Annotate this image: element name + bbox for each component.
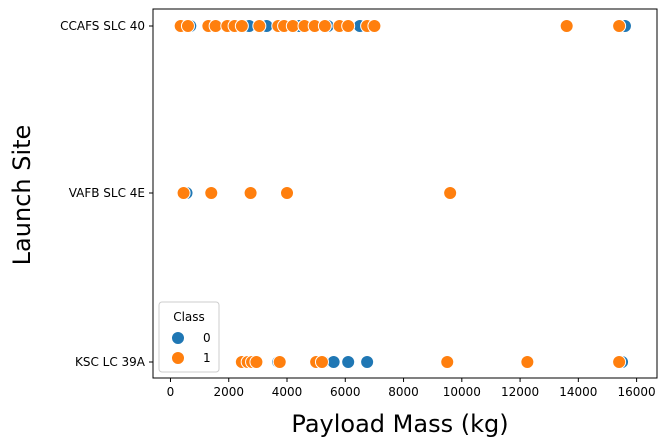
data-point-class-1 bbox=[280, 186, 295, 200]
data-point-class-1 bbox=[272, 355, 287, 369]
y-tick-label: VAFB SLC 4E bbox=[69, 186, 145, 200]
points-layer bbox=[173, 19, 632, 369]
legend: Class 0 1 bbox=[158, 301, 220, 373]
data-point-class-1 bbox=[249, 355, 264, 369]
data-point-class-1 bbox=[341, 19, 356, 33]
data-point-class-1 bbox=[443, 186, 458, 200]
data-point-class-1 bbox=[612, 19, 627, 33]
data-point-class-1 bbox=[440, 355, 455, 369]
data-point-class-1 bbox=[314, 355, 329, 369]
y-axis-title: Launch Site bbox=[8, 125, 36, 266]
x-tick-label: 0 bbox=[167, 385, 175, 399]
data-point-class-1 bbox=[234, 19, 249, 33]
data-point-class-0 bbox=[360, 355, 375, 369]
legend-title: Class bbox=[173, 310, 205, 324]
x-tick-label: 4000 bbox=[272, 385, 303, 399]
data-point-class-1 bbox=[204, 186, 219, 200]
data-point-class-1 bbox=[252, 19, 267, 33]
data-point-class-1 bbox=[520, 355, 535, 369]
data-point-class-1 bbox=[559, 19, 574, 33]
data-point-class-1 bbox=[243, 186, 258, 200]
x-tick-label: 8000 bbox=[388, 385, 419, 399]
data-point-class-1 bbox=[180, 19, 195, 33]
x-tick-label: 16000 bbox=[618, 385, 656, 399]
legend-label-class-0: 0 bbox=[203, 331, 211, 345]
y-tick-label: CCAFS SLC 40 bbox=[60, 19, 145, 33]
y-axis: CCAFS SLC 40 VAFB SLC 4E KSC LC 39A bbox=[60, 19, 153, 369]
legend-marker-class-0 bbox=[171, 331, 185, 345]
x-tick-label: 10000 bbox=[443, 385, 481, 399]
x-axis-title: Payload Mass (kg) bbox=[291, 410, 508, 438]
y-tick-label: KSC LC 39A bbox=[75, 355, 146, 369]
x-tick-label: 2000 bbox=[213, 385, 244, 399]
x-tick-label: 6000 bbox=[330, 385, 361, 399]
x-tick-label: 12000 bbox=[501, 385, 539, 399]
x-tick-label: 14000 bbox=[559, 385, 597, 399]
data-point-class-1 bbox=[612, 355, 627, 369]
plot-area bbox=[153, 9, 657, 378]
legend-label-class-1: 1 bbox=[203, 351, 211, 365]
data-point-class-1 bbox=[285, 19, 300, 33]
x-axis: 0 2000 4000 6000 8000 10000 12000 14000 16000 bbox=[167, 378, 656, 399]
data-point-class-1 bbox=[367, 19, 382, 33]
data-point-class-0 bbox=[326, 355, 341, 369]
legend-marker-class-1 bbox=[171, 351, 185, 365]
data-point-class-1 bbox=[208, 19, 223, 33]
data-point-class-0 bbox=[341, 355, 356, 369]
data-point-class-1 bbox=[317, 19, 332, 33]
data-point-class-1 bbox=[176, 186, 191, 200]
